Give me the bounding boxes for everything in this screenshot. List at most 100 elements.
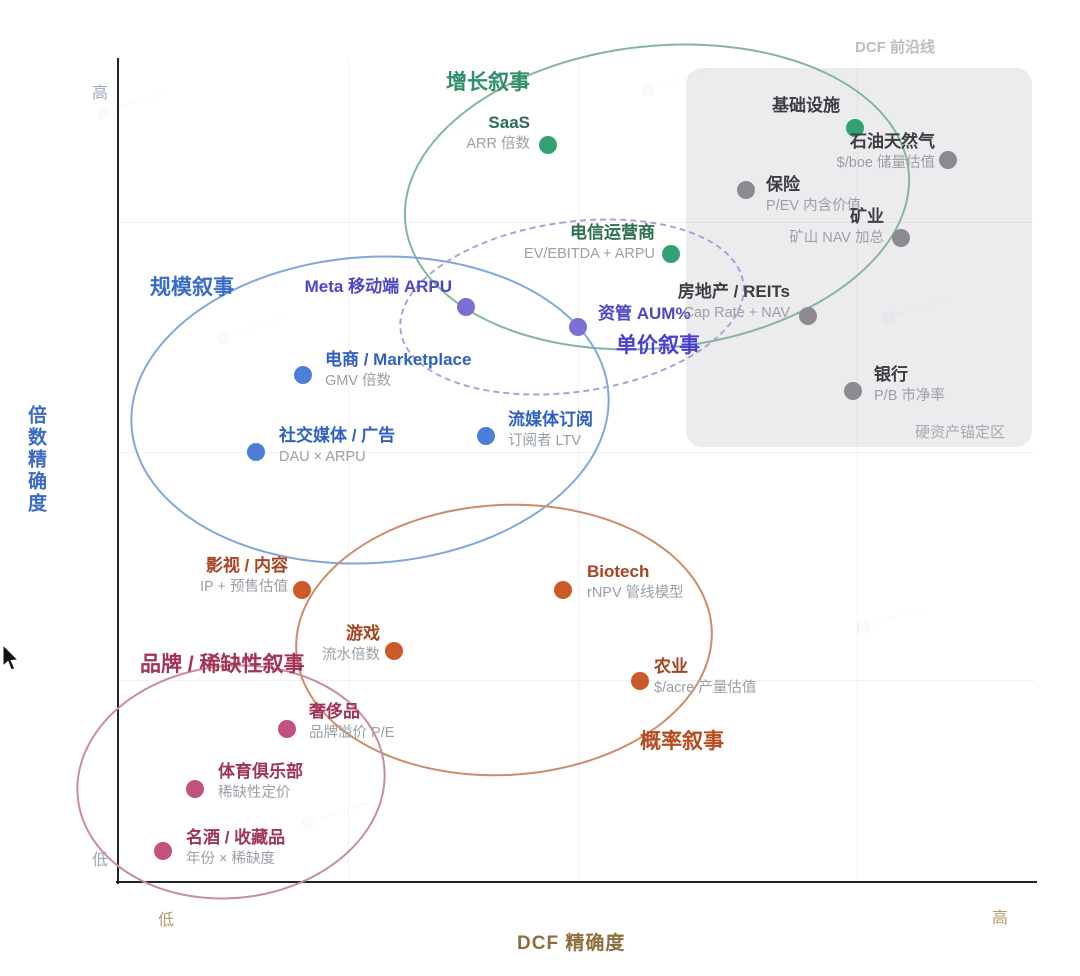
cluster-label-growth: 增长叙事 (446, 71, 530, 94)
point-name: 基础设施 (772, 96, 840, 115)
cluster-label-unit: 单价叙事 (616, 334, 700, 357)
gridline-h (118, 452, 1035, 453)
point-label-telecom: 电信运营商 EV/EBITDA + ARPU (524, 222, 655, 265)
gridline-v (348, 58, 349, 882)
data-point-sports (186, 780, 204, 798)
data-point-am (569, 318, 587, 336)
data-point-oilgas (939, 151, 957, 169)
point-sublabel: 流水倍数 (322, 646, 380, 663)
point-label-reits: 房地产 / REITs Cap Rate + NAV (678, 281, 790, 324)
data-point-wine (154, 842, 172, 860)
point-label-lux: 奢侈品品牌溢价 P/E (309, 701, 394, 744)
data-point-ecom (294, 366, 312, 384)
point-name: 房地产 / REITs (677, 282, 790, 301)
point-label-saas: SaaS ARR 倍数 (466, 112, 530, 155)
data-point-biotech (554, 581, 572, 599)
point-label-stream: 流媒体订阅订阅者 LTV (508, 409, 593, 452)
point-sublabel: 矿山 NAV 加总 (789, 229, 884, 246)
point-name: 流媒体订阅 (508, 410, 593, 429)
x-axis-line (116, 881, 1037, 883)
region-corner-label: 硬资产锚定区 (915, 424, 1006, 441)
point-name: 影视 / 内容 (205, 556, 288, 575)
point-name: 名酒 / 收藏品 (186, 828, 286, 847)
gridline-v (857, 58, 858, 882)
x-axis-title: DCF 精确度 (517, 933, 626, 954)
point-sublabel: DAU × ARPU (279, 448, 366, 465)
x-tick-high: 高 (992, 910, 1009, 927)
point-name: 石油天然气 (850, 132, 935, 151)
cluster-label-scale: 规模叙事 (150, 276, 234, 299)
point-name: 银行 (874, 365, 908, 384)
point-sublabel: IP + 预售估值 (200, 578, 288, 595)
point-label-infra: 基础设施 (772, 95, 840, 118)
y-tick-high: 高 (92, 85, 109, 102)
data-point-infra (846, 119, 864, 137)
point-name: 保险 (766, 175, 800, 194)
data-point-stream (477, 427, 495, 445)
data-point-reits (799, 307, 817, 325)
point-sublabel: Cap Rate + NAV (683, 304, 790, 321)
point-sublabel: P/B 市净率 (874, 387, 945, 404)
data-point-agri (631, 672, 649, 690)
data-point-saas (539, 136, 557, 154)
point-label-wine: 名酒 / 收藏品 年份 × 稀缺度 (186, 827, 285, 870)
point-name: 农业 (654, 657, 688, 676)
point-name: 奢侈品 (309, 702, 360, 721)
data-point-film (293, 581, 311, 599)
watermark: @⋯⋯⋯⋯ (854, 599, 926, 637)
point-label-mining: 矿业矿山 NAV 加总 (789, 206, 884, 249)
data-point-insurance (737, 181, 755, 199)
point-sublabel: rNPV 管线模型 (587, 584, 684, 601)
point-label-film: 影视 / 内容 IP + 预售估值 (200, 555, 288, 598)
point-sublabel: 订阅者 LTV (508, 432, 582, 449)
point-name: 社交媒体 / 广告 (279, 426, 396, 445)
point-label-insurance: 保险 P/EV 内含价值 (766, 174, 861, 217)
point-sublabel: GMV 倍数 (325, 372, 392, 389)
point-sublabel: EV/EBITDA + ARPU (524, 245, 655, 262)
point-label-biotech: Biotech rNPV 管线模型 (587, 561, 684, 604)
point-sublabel: ARR 倍数 (466, 135, 530, 152)
y-tick-low: 低 (92, 852, 109, 869)
point-sublabel: 品牌溢价 P/E (309, 724, 395, 741)
point-sublabel: 稀缺性定价 (218, 784, 291, 801)
x-tick-low: 低 (158, 912, 175, 929)
mouse-cursor-icon (2, 644, 20, 671)
y-axis-line (117, 58, 119, 884)
point-name: 电信运营商 (570, 223, 655, 242)
point-name: Biotech (587, 562, 650, 581)
point-label-meta: Meta 移动端 ARPU (305, 276, 452, 299)
gridline-h (118, 680, 1035, 681)
point-label-am: 资管 AUM% (598, 303, 691, 326)
point-label-ecom: 电商 / Marketplace GMV 倍数 (325, 349, 471, 392)
point-sublabel: 年份 × 稀缺度 (186, 850, 276, 867)
data-point-social (247, 443, 265, 461)
point-name: 资管 AUM% (598, 304, 691, 323)
point-name: 游戏 (346, 624, 380, 643)
data-point-bank (844, 382, 862, 400)
point-label-gaming: 游戏流水倍数 (322, 623, 380, 666)
point-label-oilgas: 石油天然气 $/boe 储量估值 (837, 131, 935, 174)
point-name: Meta 移动端 ARPU (304, 277, 452, 296)
cluster-label-brand: 品牌 / 稀缺性叙事 (140, 653, 305, 676)
point-sublabel: $/acre 产量估值 (654, 679, 757, 696)
region-title: DCF 前沿线 (855, 39, 935, 56)
point-name: SaaS (488, 113, 530, 132)
cluster-label-prob: 概率叙事 (640, 730, 724, 753)
point-label-social: 社交媒体 / 广告 DAU × ARPU (279, 425, 395, 468)
gridline-v (578, 58, 579, 882)
point-label-sports: 体育俱乐部稀缺性定价 (218, 761, 303, 804)
point-sublabel: $/boe 储量估值 (836, 154, 935, 171)
point-sublabel: P/EV 内含价值 (766, 197, 862, 214)
point-label-bank: 银行 P/B 市净率 (874, 364, 945, 407)
point-name: 电商 / Marketplace (325, 350, 472, 369)
gridline-h (118, 222, 1035, 223)
data-point-lux (278, 720, 296, 738)
point-label-agri: 农业 $/acre 产量估值 (654, 656, 756, 699)
point-name: 体育俱乐部 (218, 762, 303, 781)
data-point-telecom (662, 245, 680, 263)
data-point-mining (892, 229, 910, 247)
point-name: 矿业 (850, 207, 884, 226)
y-axis-title: 倍数精确度 (25, 405, 46, 515)
data-point-gaming (385, 642, 403, 660)
